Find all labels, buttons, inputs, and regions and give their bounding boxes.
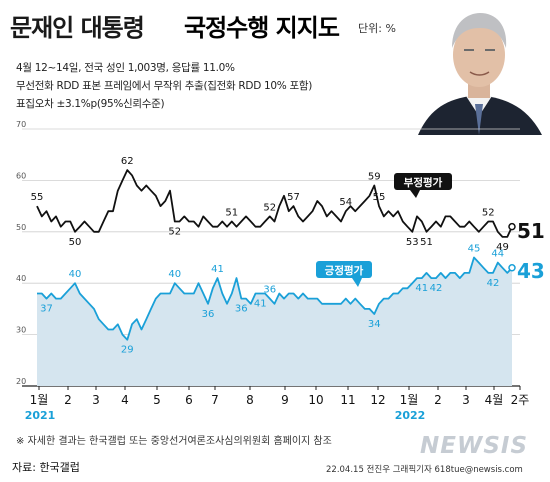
- y-tick-label: 70: [16, 120, 26, 129]
- year-label: 2021: [25, 409, 56, 422]
- title-bold: 국정수행 지지도: [184, 14, 340, 42]
- end-point-marker: [508, 222, 516, 231]
- x-tick-label: 5: [153, 393, 161, 407]
- data-label: 55: [31, 192, 44, 203]
- data-label: 50: [69, 237, 82, 248]
- x-tick-label: 2: [434, 393, 442, 407]
- source-label: 자료: 한국갤럽: [12, 461, 80, 474]
- data-label: 59: [368, 172, 381, 183]
- data-label: 36: [235, 304, 248, 315]
- x-tick-label: 6: [185, 393, 193, 407]
- x-tick-label: 10: [308, 393, 323, 407]
- x-tick-label: 7: [211, 393, 219, 407]
- positive-area-fill: [37, 257, 512, 386]
- chart-area-layer: [37, 257, 512, 386]
- negative-series-badge: [394, 173, 452, 190]
- data-label: 51: [420, 237, 433, 248]
- positive-series-name: 긍정평가: [325, 264, 364, 277]
- x-tick-label: 1월: [400, 393, 419, 407]
- y-tick-label: 30: [16, 326, 26, 335]
- negative-line: [36, 169, 513, 238]
- data-label: 49: [496, 242, 509, 253]
- x-tick-label: 4월: [485, 393, 504, 407]
- survey-info-line: 4월 12~14일, 전국 성인 1,003명, 응답률 11.0%: [16, 62, 235, 74]
- x-tick-label: 12: [370, 393, 385, 407]
- data-label: 54: [339, 197, 352, 208]
- negative-series-name: 부정평가: [404, 176, 443, 189]
- data-label: 45: [468, 244, 481, 255]
- x-tick-label: 1월: [30, 393, 49, 407]
- data-label: 57: [287, 192, 300, 203]
- survey-method-line: 무선전화 RDD 표본 프레임에서 무작위 추출(집전화 RDD 10% 포함): [16, 80, 313, 92]
- y-tick-label: 20: [16, 377, 26, 386]
- data-label: 41: [415, 283, 428, 294]
- data-label: 40: [168, 269, 181, 280]
- data-label: 41: [254, 298, 267, 309]
- title-regular: 문재인 대통령: [10, 14, 145, 42]
- x-tick-label: 11: [340, 393, 355, 407]
- data-label: 29: [121, 345, 134, 356]
- x-axis: 1월 2 3 4 5 6 7 8 9 10 11 12 1월 2 3 4월 2주 2021 2022: [25, 386, 530, 422]
- data-label: 51: [225, 208, 238, 219]
- data-label: 52: [168, 227, 181, 238]
- credit-label: 22.04.15 전진우 그래픽기자 618tue@newsis.com: [326, 465, 523, 475]
- negative-badge-pointer: [410, 190, 420, 198]
- sampling-error-line: 표집오차 ±3.1%p(95%신뢰수준): [16, 98, 165, 110]
- data-label: 37: [40, 304, 53, 315]
- data-label: 41: [211, 264, 224, 275]
- data-label: 36: [263, 285, 276, 296]
- data-label: 52: [263, 202, 276, 213]
- y-tick-label: 50: [16, 223, 26, 232]
- positive-final-value: 43: [517, 259, 545, 283]
- positive-line: [37, 256, 513, 341]
- negative-final-value: 51: [517, 219, 545, 243]
- data-label: 44: [491, 249, 504, 260]
- newsis-watermark: NEWSIS: [420, 433, 529, 459]
- x-tick-label: 3: [462, 393, 470, 407]
- x-tick-label: 2: [64, 393, 72, 407]
- positive-series-badge: [316, 261, 372, 278]
- data-label: 40: [69, 269, 82, 280]
- data-label: 36: [202, 309, 215, 320]
- portrait-photo: [408, 0, 550, 135]
- year-label: 2022: [395, 409, 426, 422]
- x-tick-label: 4: [121, 393, 129, 407]
- x-tick-label: 9: [281, 393, 289, 407]
- x-tick-label: 3: [92, 393, 100, 407]
- chart-lines: [36, 169, 516, 341]
- data-label: 53: [406, 237, 419, 248]
- positive-badge-pointer: [352, 278, 362, 287]
- data-label: 42: [430, 283, 443, 294]
- end-point-marker: [508, 264, 516, 272]
- x-tick-label: 8: [246, 393, 254, 407]
- data-label: 55: [373, 192, 386, 203]
- footnote: ※ 자세한 결과는 한국갤럽 또는 중앙선거여론조사심의위원회 홈페이지 참조: [16, 436, 332, 447]
- unit-label: 단위: %: [358, 22, 396, 35]
- x-tick-label: 2주: [511, 393, 530, 407]
- data-label: 34: [368, 319, 381, 330]
- y-tick-label: 60: [16, 171, 26, 180]
- y-tick-label: 40: [16, 274, 26, 283]
- data-label: 62: [121, 156, 134, 167]
- data-label: 42: [487, 278, 500, 289]
- data-label: 52: [482, 208, 495, 219]
